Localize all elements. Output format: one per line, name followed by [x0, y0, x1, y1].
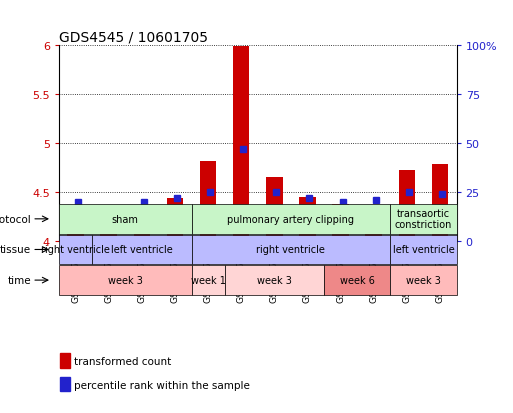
Bar: [390, 235, 457, 265]
Bar: [59, 235, 92, 265]
Text: week 3: week 3: [108, 275, 143, 285]
Text: week 1: week 1: [191, 275, 226, 285]
Text: left ventricle: left ventricle: [111, 245, 173, 255]
Bar: [200, 161, 216, 242]
Bar: [101, 235, 117, 242]
Text: tissue: tissue: [0, 245, 31, 255]
Text: time: time: [7, 275, 31, 285]
Text: week 3: week 3: [406, 275, 441, 285]
Text: pulmonary artery clipping: pulmonary artery clipping: [227, 214, 354, 224]
Bar: [399, 171, 415, 242]
Bar: [167, 198, 183, 242]
Bar: [332, 204, 349, 242]
Bar: [191, 235, 390, 265]
Bar: [266, 178, 283, 242]
Text: protocol: protocol: [0, 214, 31, 224]
Bar: [92, 235, 191, 265]
Text: GDS4545 / 10601705: GDS4545 / 10601705: [59, 30, 208, 44]
Bar: [191, 266, 225, 295]
Text: right ventricle: right ventricle: [41, 245, 110, 255]
Text: right ventricle: right ventricle: [256, 245, 325, 255]
Bar: [225, 266, 324, 295]
Bar: [133, 214, 150, 242]
Bar: [432, 165, 448, 242]
Bar: [390, 266, 457, 295]
Bar: [390, 204, 457, 234]
Bar: [191, 204, 390, 234]
Bar: [60, 353, 70, 368]
Bar: [59, 266, 191, 295]
Text: transaortic
constriction: transaortic constriction: [394, 209, 452, 230]
Bar: [233, 46, 249, 242]
Text: sham: sham: [112, 214, 139, 224]
Bar: [299, 197, 316, 242]
Bar: [60, 377, 70, 392]
Bar: [59, 204, 191, 234]
Text: left ventricle: left ventricle: [392, 245, 455, 255]
Bar: [324, 266, 390, 295]
Bar: [67, 206, 84, 242]
Text: transformed count: transformed count: [74, 356, 171, 366]
Text: percentile rank within the sample: percentile rank within the sample: [74, 380, 250, 389]
Text: week 6: week 6: [340, 275, 374, 285]
Bar: [365, 215, 382, 242]
Text: week 3: week 3: [257, 275, 292, 285]
